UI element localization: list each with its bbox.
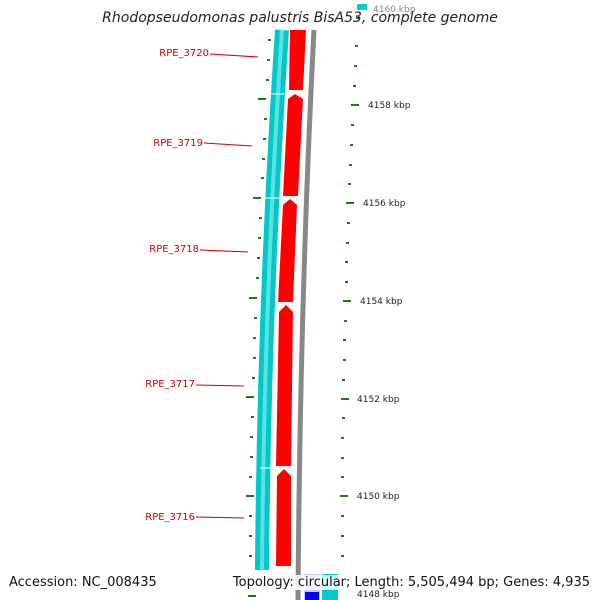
gene-label[interactable]: RPE_3718 — [149, 244, 199, 255]
gene-arrow-rpe-3719[interactable] — [278, 199, 297, 302]
top-cyan-fragment — [357, 4, 367, 10]
cyan-band-inner — [260, 29, 284, 571]
scale-label: 4154 kbp — [360, 297, 403, 307]
minor-ticks-outer — [340, 17, 359, 557]
gene-arrow-rpe-3721[interactable] — [289, 30, 306, 90]
gene-label[interactable]: RPE_3717 — [145, 379, 195, 390]
gene-arrow-rpe-3718[interactable] — [276, 305, 293, 466]
cyan-band-separators — [260, 93, 286, 469]
scale-label: 4160 kbp — [373, 5, 416, 15]
gene-arrow-rpe-3720[interactable] — [283, 94, 303, 196]
genome-backbone — [295, 29, 317, 600]
topology-text: Topology: circular; Length: 5,505,494 bp… — [232, 575, 590, 590]
minor-ticks-inner — [246, 39, 271, 597]
gene-label[interactable]: RPE_3720 — [159, 48, 209, 59]
scale-label: 4156 kbp — [363, 199, 406, 209]
scale-label: 4150 kbp — [357, 492, 400, 502]
gene-label[interactable]: RPE_3719 — [153, 138, 203, 149]
scale-label: 4152 kbp — [357, 395, 400, 405]
scale-label: 4148 kbp — [357, 590, 400, 600]
gene-label[interactable]: RPE_3716 — [145, 512, 195, 523]
gene-leader-lines — [195, 53, 259, 519]
scale-label: 4158 kbp — [368, 101, 411, 111]
accession-text: Accession: NC_008435 — [9, 575, 157, 590]
map-title: Rhodopseudomonas palustris BisA53, compl… — [102, 10, 498, 26]
gene-arrow-rpe-3717[interactable] — [276, 469, 291, 566]
